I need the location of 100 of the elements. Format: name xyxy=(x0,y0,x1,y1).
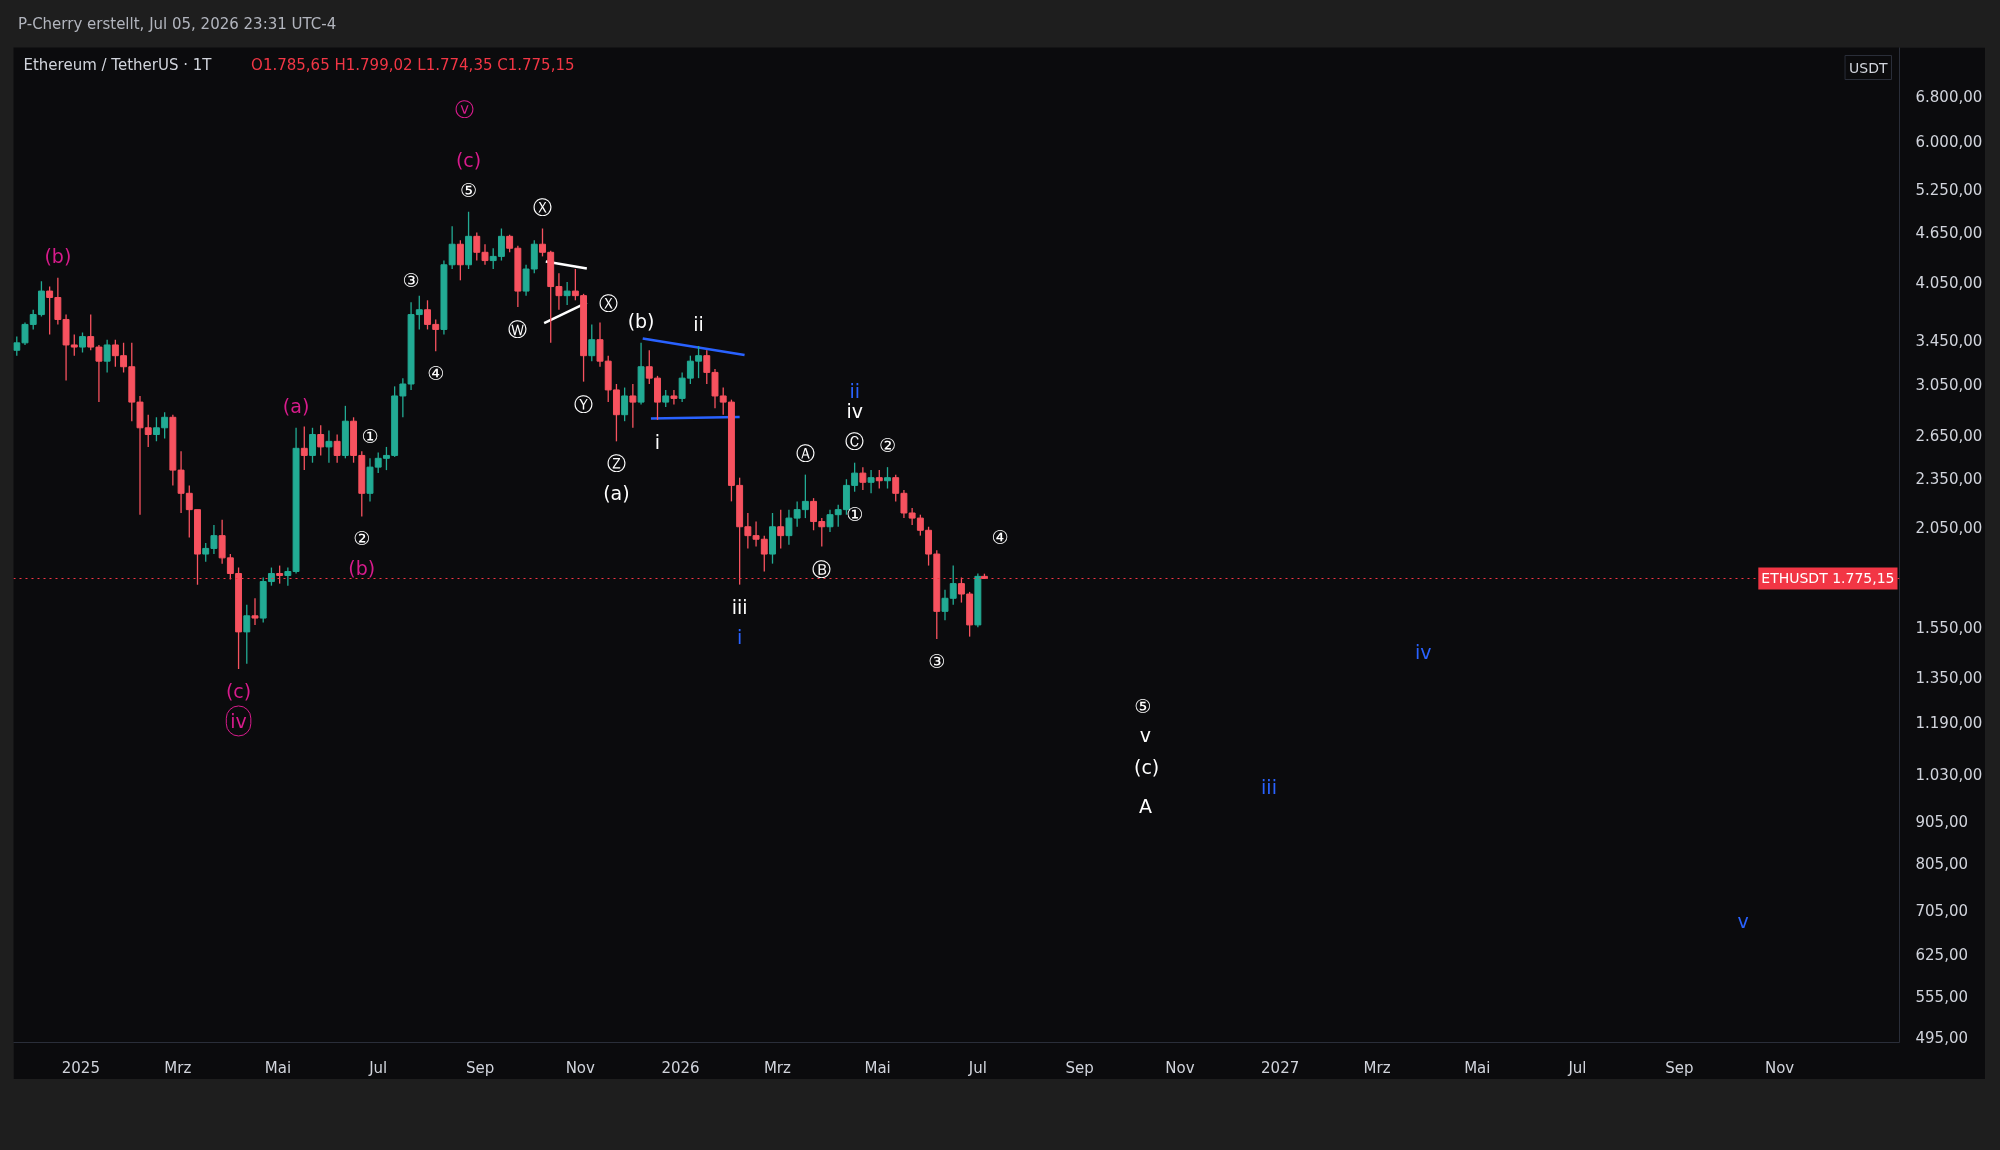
x-tick-label: 2025 xyxy=(61,1058,100,1077)
candlestick xyxy=(826,508,834,533)
candlestick xyxy=(243,604,251,665)
x-tick-label: Nov xyxy=(1165,1058,1195,1077)
y-tick-label: 905,00 xyxy=(1915,812,1968,831)
text: P-Cherry erstellt, Jul 05, 2026 23:31 UTC-4 xyxy=(18,14,337,35)
y-tick-label: 705,00 xyxy=(1915,902,1968,921)
candlestick xyxy=(629,383,637,429)
annotation: ii xyxy=(693,313,704,336)
candlestick xyxy=(103,339,111,374)
x-tick-label: Mrz xyxy=(1363,1058,1391,1077)
candlestick xyxy=(317,424,325,457)
y-tick-label: 1.350,00 xyxy=(1915,668,1983,687)
annotation: ① xyxy=(361,425,379,448)
annotation: iii xyxy=(731,595,748,618)
candlestick xyxy=(670,389,678,406)
x-tick-label: Sep xyxy=(465,1058,495,1077)
candlestick xyxy=(79,331,86,354)
ref-line-label: ETHUSDT 1.775,15 xyxy=(1761,570,1895,587)
y-tick-label: 2.650,00 xyxy=(1915,426,1983,445)
y-tick-label: 805,00 xyxy=(1915,854,1968,873)
annotation: ④ xyxy=(427,362,445,385)
candlestick xyxy=(760,534,768,573)
annotation: ⑤ xyxy=(460,178,478,201)
candlestick xyxy=(859,466,867,491)
y-tick-label: 5.250,00 xyxy=(1915,180,1983,199)
candlestick xyxy=(563,281,571,306)
x-tick-label: Mai xyxy=(1464,1058,1491,1077)
text: O1.785,65 H1.799,02 L1.774,35 C1.775,15 xyxy=(251,55,575,74)
annotation: (b) xyxy=(627,309,655,332)
x-tick-label: Jul xyxy=(1567,1058,1587,1077)
annotation: (a) xyxy=(282,394,310,417)
y-tick-label: 6.800,00 xyxy=(1915,87,1983,106)
annotation: (b) xyxy=(348,557,376,580)
x-tick-label: Jul xyxy=(967,1058,987,1077)
candlestick xyxy=(621,386,629,422)
annotation: ③ xyxy=(928,650,946,672)
annotation: Ⓧ xyxy=(533,195,552,218)
y-tick-label: 1.190,00 xyxy=(1915,714,1983,733)
x-tick-label: Mrz xyxy=(164,1058,192,1077)
annotation: (a) xyxy=(603,482,630,505)
annotation: Ⓐ xyxy=(795,441,815,464)
annotation: Ⓩ xyxy=(606,452,626,475)
annotation: i xyxy=(654,430,661,453)
candlestick xyxy=(588,323,596,362)
annotation: v xyxy=(1737,909,1749,932)
x-tick-label: 2026 xyxy=(661,1058,700,1077)
y-tick-label: 495,00 xyxy=(1915,1029,1968,1048)
y-tick-label: 2.050,00 xyxy=(1915,518,1983,537)
annotation: (c) xyxy=(1133,755,1160,778)
candlestick xyxy=(448,225,456,270)
y-axis-title: USDT xyxy=(1849,59,1888,76)
y-tick-label: 555,00 xyxy=(1915,988,1968,1007)
candlestick xyxy=(276,564,284,585)
y-tick-label: 1.550,00 xyxy=(1915,619,1983,638)
candlestick xyxy=(777,508,785,550)
x-tick-label: Sep xyxy=(1665,1058,1694,1077)
candlestick xyxy=(333,433,341,464)
candlestick xyxy=(752,520,760,548)
annotation: ⑤ xyxy=(1134,694,1152,717)
y-tick-label: 625,00 xyxy=(1915,945,1968,964)
candlestick xyxy=(884,466,891,490)
annotation: ② xyxy=(878,434,897,457)
annotation: ⓥ xyxy=(455,97,475,120)
annotation: ① xyxy=(846,502,864,525)
candlestick xyxy=(867,469,875,494)
text: Ethereum / TetherUS · 1T xyxy=(23,55,213,74)
annotation: Ⓧ xyxy=(599,291,619,314)
y-tick-label: 3.050,00 xyxy=(1915,375,1983,394)
annotation: (c) xyxy=(225,679,252,702)
annotation: A xyxy=(1138,795,1152,818)
y-tick-label: 4.650,00 xyxy=(1915,224,1983,243)
candlestick xyxy=(596,321,604,368)
x-tick-label: Sep xyxy=(1065,1058,1094,1077)
candlestick xyxy=(251,597,259,626)
candlestick xyxy=(300,425,308,471)
annotation: ③ xyxy=(402,269,420,292)
x-tick-label: Jul xyxy=(368,1058,388,1077)
annotation: iv xyxy=(230,709,247,732)
x-tick-label: Mai xyxy=(264,1058,292,1077)
annotation: v xyxy=(1139,724,1152,747)
x-tick-label: Mai xyxy=(864,1058,891,1077)
y-tick-label: 4.050,00 xyxy=(1915,274,1983,293)
annotation: ④ xyxy=(991,525,1009,548)
candlestick xyxy=(309,427,316,464)
annotation: iv xyxy=(1415,641,1432,664)
candlestick xyxy=(875,469,883,490)
x-tick-label: 2027 xyxy=(1261,1058,1300,1077)
candlestick xyxy=(456,239,464,281)
annotation: (c) xyxy=(455,148,482,171)
annotation: Ⓦ xyxy=(508,317,528,340)
x-tick-label: Mrz xyxy=(763,1058,792,1077)
y-tick-label: 1.030,00 xyxy=(1915,766,1983,785)
annotation: ② xyxy=(353,527,371,550)
y-tick-label: 2.350,00 xyxy=(1915,469,1983,488)
annotation: iii xyxy=(1261,776,1277,799)
y-tick-label: 3.450,00 xyxy=(1915,331,1983,350)
y-tick-label: 6.000,00 xyxy=(1915,132,1983,151)
x-tick-label: Nov xyxy=(565,1058,596,1077)
annotation: i xyxy=(737,625,743,648)
